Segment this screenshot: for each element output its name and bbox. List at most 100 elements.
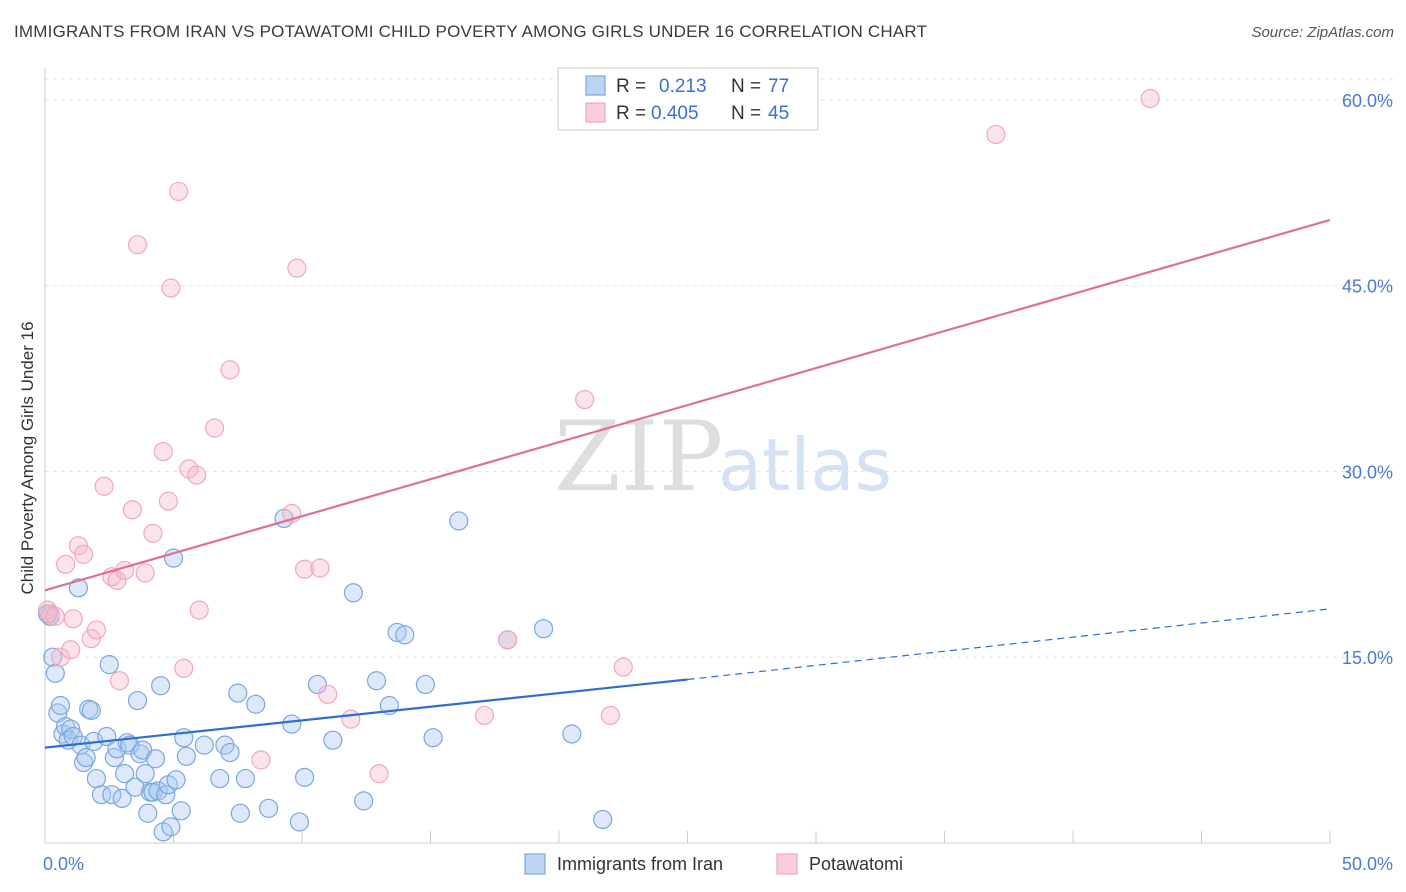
potawatomi-point-16 <box>122 500 142 520</box>
iran-point-10 <box>68 578 89 598</box>
iran-point-13 <box>76 747 96 768</box>
iran-trend-extension <box>687 608 1331 681</box>
potawatomi-point-3 <box>50 647 71 667</box>
iran-point-24 <box>112 788 132 809</box>
chart-title: IMMIGRANTS FROM IRAN VS POTAWATOMI CHILD… <box>14 22 928 41</box>
iran-point-48 <box>194 735 214 755</box>
iran-point-4 <box>50 695 71 716</box>
potawatomi-point-40 <box>575 389 595 410</box>
potawatomi-point-14 <box>109 671 130 691</box>
iran-point-75 <box>593 809 613 830</box>
iran-point-36 <box>145 749 166 769</box>
iran-point-73 <box>533 619 554 639</box>
potawatomi-point-32 <box>287 258 307 278</box>
iran-point-33 <box>138 803 158 823</box>
potawatomi-point-1 <box>40 604 60 624</box>
iran-point-65 <box>366 671 387 691</box>
potawatomi-point-25 <box>179 459 199 479</box>
legend-r-label-2: R = <box>616 103 646 124</box>
potawatomi-point-17 <box>127 235 148 255</box>
y-tick-label-1: 30.0% <box>1342 462 1393 482</box>
y-axis-label: Child Poverty Among Girls Under 16 <box>18 321 37 594</box>
potawatomi-point-19 <box>143 523 163 543</box>
y-tick-label-2: 45.0% <box>1342 277 1393 297</box>
iran-point-62 <box>323 730 343 750</box>
series-label-potawatomi: Potawatomi <box>809 854 903 874</box>
potawatomi-point-22 <box>161 278 181 298</box>
iran-point-70 <box>423 728 443 748</box>
legend-n-label-1: N = <box>731 76 761 97</box>
potawatomi-point-27 <box>189 600 209 620</box>
potawatomi-point-24 <box>174 658 194 678</box>
iran-point-60 <box>294 767 315 787</box>
potawatomi-point-6 <box>63 609 83 629</box>
iran-point-56 <box>258 798 279 818</box>
iran-point-25 <box>115 764 135 784</box>
iran-point-68 <box>395 625 415 645</box>
iran-point-29 <box>127 690 148 711</box>
axes <box>44 68 1331 844</box>
watermark-atlas: atlas <box>718 423 892 507</box>
x-tick-label-0: 0.0% <box>43 854 84 874</box>
legend-swatch-iran <box>585 75 606 96</box>
potawatomi-point-43 <box>986 124 1006 145</box>
iran-point-54 <box>235 768 256 789</box>
iran-point-42 <box>161 817 181 837</box>
iran-point-44 <box>166 770 186 790</box>
potawatomi-point-34 <box>310 558 330 578</box>
iran-point-74 <box>562 724 582 744</box>
potawatomi-point-15 <box>115 560 135 581</box>
potawatomi-point-21 <box>158 491 178 511</box>
iran-trend-line <box>44 678 688 749</box>
x-tick-labels: 0.0% 50.0% <box>43 854 1393 874</box>
iran-point-71 <box>449 511 469 531</box>
series-swatch-iran <box>524 853 546 875</box>
data-points <box>37 88 1160 842</box>
legend-n-value-2: 45 <box>768 103 789 124</box>
iran-point-8 <box>61 719 81 739</box>
potawatomi-point-13 <box>107 570 127 590</box>
iran-point-45 <box>171 801 191 821</box>
iran-point-17 <box>86 768 107 789</box>
iran-point-2 <box>45 663 65 683</box>
iran-point-49 <box>210 768 230 789</box>
potawatomi-point-18 <box>135 563 155 583</box>
potawatomi-point-36 <box>341 709 361 729</box>
potawatomi-point-20 <box>153 441 173 462</box>
iran-point-53 <box>230 803 250 823</box>
iran-point-55 <box>246 694 266 714</box>
potawatomi-point-29 <box>220 360 240 380</box>
iran-point-51 <box>220 742 240 763</box>
potawatomi-point-8 <box>73 544 94 564</box>
trend-lines <box>44 218 1331 749</box>
potawatomi-point-11 <box>94 476 114 496</box>
potawatomi-point-35 <box>318 684 338 704</box>
watermark-zip: ZIP <box>554 401 723 513</box>
potawatomi-point-41 <box>600 705 621 726</box>
potawatomi-point-4 <box>55 554 76 574</box>
legend-r-label-1: R = <box>616 76 646 97</box>
potawatomi-point-28 <box>205 418 225 438</box>
potawatomi-point-39 <box>498 630 518 650</box>
iran-point-69 <box>415 674 435 695</box>
iran-point-38 <box>151 676 171 696</box>
potawatomi-point-23 <box>169 181 189 202</box>
iran-point-12 <box>73 752 94 773</box>
iran-point-52 <box>228 683 248 703</box>
potawatomi-point-10 <box>86 620 107 640</box>
iran-point-58 <box>282 714 302 734</box>
y-tick-labels: 15.0% 30.0% 45.0% 60.0% <box>1342 91 1393 668</box>
source-label: Source: ZipAtlas.com <box>1251 24 1394 41</box>
legend-r-value-2: 0.405 <box>651 103 699 124</box>
potawatomi-point-33 <box>294 559 315 579</box>
iran-point-1 <box>43 647 63 667</box>
legend-swatch-potawatomi <box>585 102 606 123</box>
potawatomi-point-26 <box>187 465 207 485</box>
potawatomi-point-42 <box>613 657 633 677</box>
legend-r-value-1: 0.213 <box>659 76 707 97</box>
iran-point-21 <box>102 785 122 805</box>
iran-point-64 <box>354 791 374 811</box>
potawatomi-point-44 <box>1140 88 1160 109</box>
series-legend: Immigrants from Iran Potawatomi <box>524 853 903 875</box>
